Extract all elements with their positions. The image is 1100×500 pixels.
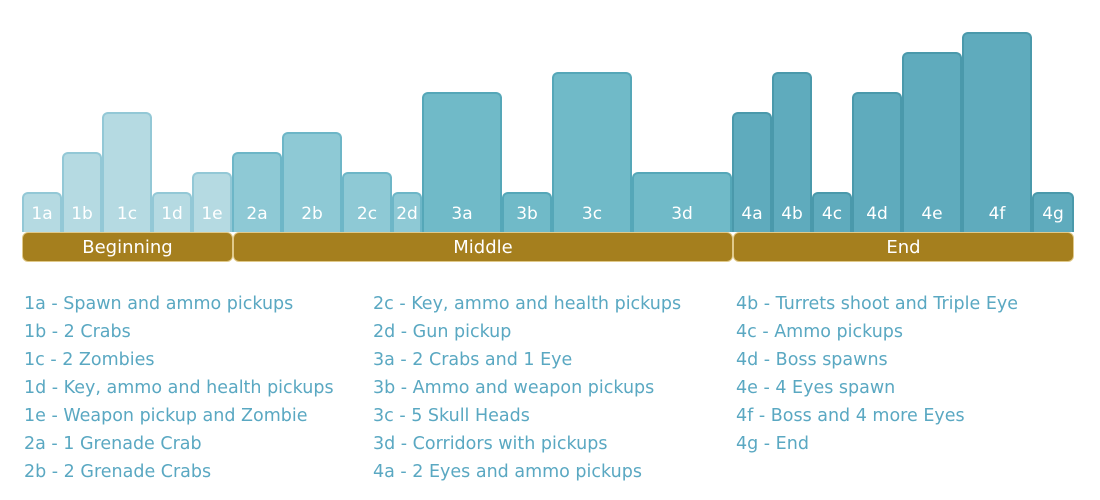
legend-item-3b: 3b - Ammo and weapon pickups (373, 378, 655, 398)
bar-4a: 4a (732, 112, 772, 232)
bar-4b: 4b (772, 72, 812, 232)
bar-1b: 1b (62, 152, 102, 232)
legend-item-4c: 4c - Ammo pickups (736, 322, 904, 342)
bar-1d: 1d (152, 192, 192, 232)
legend-item-2a: 2a - 1 Grenade Crab (24, 434, 202, 454)
bar-2d: 2d (392, 192, 422, 232)
legend-column-1: 1a - Spawn and ammo pickups 1b - 2 Crabs… (24, 290, 334, 486)
legend-item-4a: 4a - 2 Eyes and ammo pickups (373, 462, 642, 482)
bar-4g: 4g (1032, 192, 1074, 232)
legend-item-4f: 4f - Boss and 4 more Eyes (736, 406, 965, 426)
bar-2c: 2c (342, 172, 392, 232)
bar-4c: 4c (812, 192, 852, 232)
bar-3b: 3b (502, 192, 552, 232)
legend-item-4d: 4d - Boss spawns (736, 350, 888, 370)
bar-3a: 3a (422, 92, 502, 232)
legend-item-1c: 1c - 2 Zombies (24, 350, 155, 370)
progression-bar-chart: 1a 1b 1c 1d 1e 2a 2b 2c 2d 3a 3b 3c 3d 4a 4b 4c 4d 4e 4f 4g (0, 0, 1100, 235)
bar-4f: 4f (962, 32, 1032, 232)
bar-1c: 1c (102, 112, 152, 232)
legend-item-2c: 2c - Key, ammo and health pickups (373, 294, 682, 314)
bar-2b: 2b (282, 132, 342, 232)
legend-item-1b: 1b - 2 Crabs (24, 322, 131, 342)
bar-4d: 4d (852, 92, 902, 232)
legend-column-3: 4b - Turrets shoot and Triple Eye 4c - A… (736, 290, 1018, 458)
legend-item-1d: 1d - Key, ammo and health pickups (24, 378, 334, 398)
legend-item-2b: 2b - 2 Grenade Crabs (24, 462, 212, 482)
section-end: End (733, 232, 1074, 262)
legend-item-3a: 3a - 2 Crabs and 1 Eye (373, 350, 573, 370)
bar-3d: 3d (632, 172, 732, 232)
legend-item-2d: 2d - Gun pickup (373, 322, 512, 342)
bar-1e: 1e (192, 172, 232, 232)
bar-3c: 3c (552, 72, 632, 232)
legend-item-4e: 4e - 4 Eyes spawn (736, 378, 896, 398)
legend-item-1e: 1e - Weapon pickup and Zombie (24, 406, 308, 426)
legend-item-4b: 4b - Turrets shoot and Triple Eye (736, 294, 1018, 314)
legend-item-4g: 4g - End (736, 434, 809, 454)
bar-1a: 1a (22, 192, 62, 232)
bar-2a: 2a (232, 152, 282, 232)
legend-column-2: 2c - Key, ammo and health pickups 2d - G… (373, 290, 681, 486)
bar-4e: 4e (902, 52, 962, 232)
section-middle: Middle (233, 232, 733, 262)
legend-item-1a: 1a - Spawn and ammo pickups (24, 294, 294, 314)
legend-item-3d: 3d - Corridors with pickups (373, 434, 608, 454)
legend-item-3c: 3c - 5 Skull Heads (373, 406, 530, 426)
section-beginning: Beginning (22, 232, 233, 262)
